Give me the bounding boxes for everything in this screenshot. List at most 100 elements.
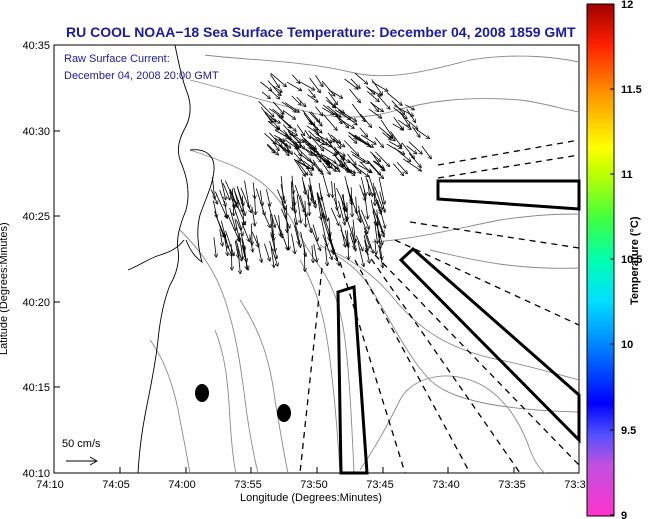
- scale-arrow-label: 50 cm/s: [62, 438, 101, 450]
- mooring-dot: [195, 384, 209, 402]
- current-vector: [393, 117, 404, 129]
- current-vector: [310, 111, 320, 122]
- current-vector: [344, 230, 348, 245]
- current-vector: [380, 119, 392, 137]
- colorbar-tick-label: 11.5: [621, 84, 642, 96]
- colorbar-tick-label: 11: [621, 169, 633, 181]
- y-axis-label: Latitude (Degrees:Minutes): [0, 222, 10, 355]
- current-vector: [281, 208, 289, 228]
- current-vector: [277, 189, 285, 210]
- current-vector: [312, 224, 318, 241]
- current-vector: [291, 181, 292, 210]
- current-vector: [412, 126, 419, 137]
- x-tick-label: 74:10: [36, 479, 64, 491]
- current-vector: [421, 145, 431, 158]
- current-vector: [294, 184, 304, 212]
- current-vector: [367, 160, 380, 175]
- current-vector: [251, 206, 255, 225]
- current-vector: [321, 158, 330, 168]
- current-vector: [270, 139, 286, 150]
- current-vector: [212, 200, 217, 218]
- current-vector: [260, 81, 272, 91]
- current-vector: [328, 233, 337, 261]
- current-vector: [354, 72, 367, 84]
- current-vector: [272, 101, 284, 114]
- current-vector: [291, 95, 301, 105]
- current-vector: [348, 135, 357, 144]
- current-vector: [270, 214, 272, 237]
- current-vector: [386, 92, 402, 105]
- current-vector: [360, 113, 371, 127]
- current-vector: [327, 132, 334, 142]
- current-vector: [371, 81, 387, 91]
- current-vector: [322, 175, 329, 196]
- current-vector: [399, 111, 410, 127]
- current-vector: [386, 133, 395, 140]
- current-vector: [234, 240, 238, 258]
- current-vector: [375, 151, 389, 166]
- current-vector: [284, 134, 299, 148]
- current-vector: [357, 241, 364, 266]
- current-vector: [310, 135, 324, 151]
- current-vector: [355, 235, 363, 251]
- current-vector: [350, 78, 360, 88]
- current-vector: [358, 211, 368, 233]
- current-vector: [373, 208, 385, 237]
- current-vector: [308, 130, 320, 141]
- current-vector: [408, 141, 422, 154]
- current-vector: [366, 86, 374, 94]
- current-vector: [219, 229, 223, 246]
- current-vector: [310, 149, 321, 162]
- current-vector: [338, 200, 345, 225]
- current-vector: [316, 153, 329, 164]
- coastline: [127, 44, 215, 474]
- current-vector: [365, 177, 373, 196]
- current-vector: [374, 137, 383, 147]
- current-vector: [258, 100, 274, 116]
- current-vector: [351, 154, 365, 163]
- current-vector: [408, 153, 421, 167]
- current-vector: [272, 141, 279, 151]
- current-vector: [328, 91, 338, 104]
- current-vector: [234, 218, 240, 242]
- current-vector: [215, 215, 226, 237]
- current-vector: [368, 108, 382, 118]
- x-tick-label: 73:40: [432, 479, 460, 491]
- current-vector: [338, 118, 354, 129]
- current-vector: [292, 196, 295, 213]
- current-vector: [333, 183, 337, 210]
- current-vector: [359, 161, 371, 172]
- current-vector: [333, 197, 340, 217]
- x-tick-label: 73:55: [234, 479, 262, 491]
- mooring-dots: [195, 384, 291, 422]
- current-vector: [396, 161, 407, 173]
- y-tick-label: 40:20: [22, 297, 50, 309]
- mooring-dot: [277, 404, 291, 422]
- current-vector: [237, 244, 241, 273]
- current-vector: [375, 239, 376, 254]
- current-vector: [302, 109, 315, 125]
- current-vector: [318, 182, 322, 200]
- current-vector: [402, 158, 421, 171]
- legend-line-2: December 04, 2008 20:00 GMT: [64, 70, 219, 82]
- current-vector: [313, 244, 317, 261]
- current-vector: [231, 244, 232, 270]
- current-vector: [286, 81, 301, 90]
- current-vector: [369, 164, 383, 178]
- x-tick-label: 73:3: [564, 479, 585, 491]
- current-vector: [234, 190, 243, 212]
- current-vector: [406, 145, 417, 154]
- map-title-text: RU COOL NOAA−18 Sea Surface Temperature:…: [66, 24, 576, 40]
- current-vector: [282, 124, 292, 136]
- y-tick-label: 40:35: [22, 40, 50, 52]
- current-vector: [240, 233, 245, 249]
- current-vector: [416, 129, 430, 139]
- dashed-transects: [299, 139, 580, 474]
- current-vector: [237, 188, 246, 215]
- current-vector: [349, 193, 359, 220]
- current-vector: [268, 108, 282, 118]
- current-vector: [332, 181, 333, 197]
- current-vector: [272, 85, 282, 92]
- current-vector: [378, 245, 383, 267]
- current-vector: [317, 195, 323, 217]
